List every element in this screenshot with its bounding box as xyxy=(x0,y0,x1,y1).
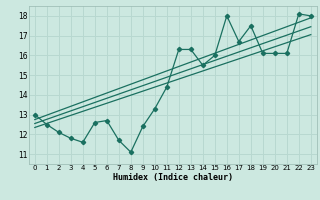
X-axis label: Humidex (Indice chaleur): Humidex (Indice chaleur) xyxy=(113,173,233,182)
